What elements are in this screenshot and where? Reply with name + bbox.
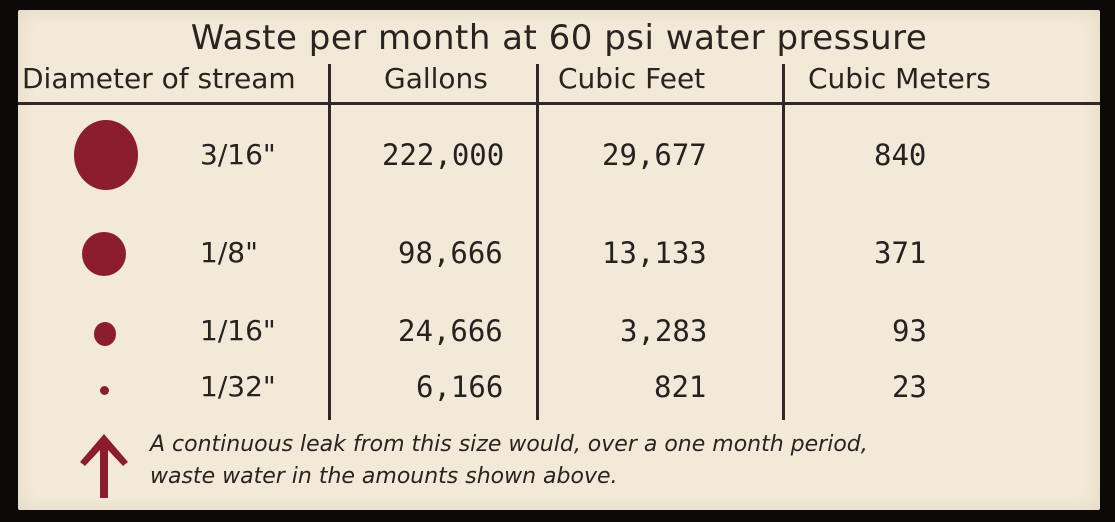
column-divider xyxy=(536,64,539,420)
chart-title: Waste per month at 60 psi water pressure xyxy=(190,18,928,58)
cubic-meters-value: 371 xyxy=(874,236,927,270)
gallons-value: 98,666 xyxy=(398,236,503,270)
header-diameter: Diameter of stream xyxy=(22,62,296,95)
cubic-feet-value: 13,133 xyxy=(602,236,707,270)
diameter-value: 1/8" xyxy=(200,236,258,269)
gallons-value: 6,166 xyxy=(416,370,504,404)
header-gallons: Gallons xyxy=(384,62,488,95)
stream-dot-large xyxy=(74,120,138,190)
cubic-feet-value: 29,677 xyxy=(602,138,707,172)
header-divider xyxy=(18,102,1100,105)
stream-dot-small xyxy=(94,322,116,346)
cubic-feet-value: 821 xyxy=(654,370,707,404)
cubic-meters-value: 93 xyxy=(892,314,927,348)
gallons-value: 24,666 xyxy=(398,314,503,348)
header-cubic-meters: Cubic Meters xyxy=(808,62,991,95)
diameter-value: 1/16" xyxy=(200,314,276,347)
waste-chart-card: Waste per month at 60 psi water pressure… xyxy=(18,10,1100,510)
column-divider xyxy=(782,64,785,420)
header-cubic-feet: Cubic Feet xyxy=(558,62,706,95)
cubic-meters-value: 840 xyxy=(874,138,927,172)
diameter-value: 3/16" xyxy=(200,138,276,171)
note-line-1: A continuous leak from this size would, … xyxy=(150,432,868,457)
cubic-meters-value: 23 xyxy=(892,370,927,404)
up-arrow-icon xyxy=(80,434,128,498)
stream-dot-tiny xyxy=(100,386,109,395)
cubic-feet-value: 3,283 xyxy=(620,314,708,348)
column-divider xyxy=(328,64,331,420)
diameter-value: 1/32" xyxy=(200,370,276,403)
gallons-value: 222,000 xyxy=(382,138,505,172)
stream-dot-medium xyxy=(82,232,126,276)
note-line-2: waste water in the amounts shown above. xyxy=(150,464,618,489)
